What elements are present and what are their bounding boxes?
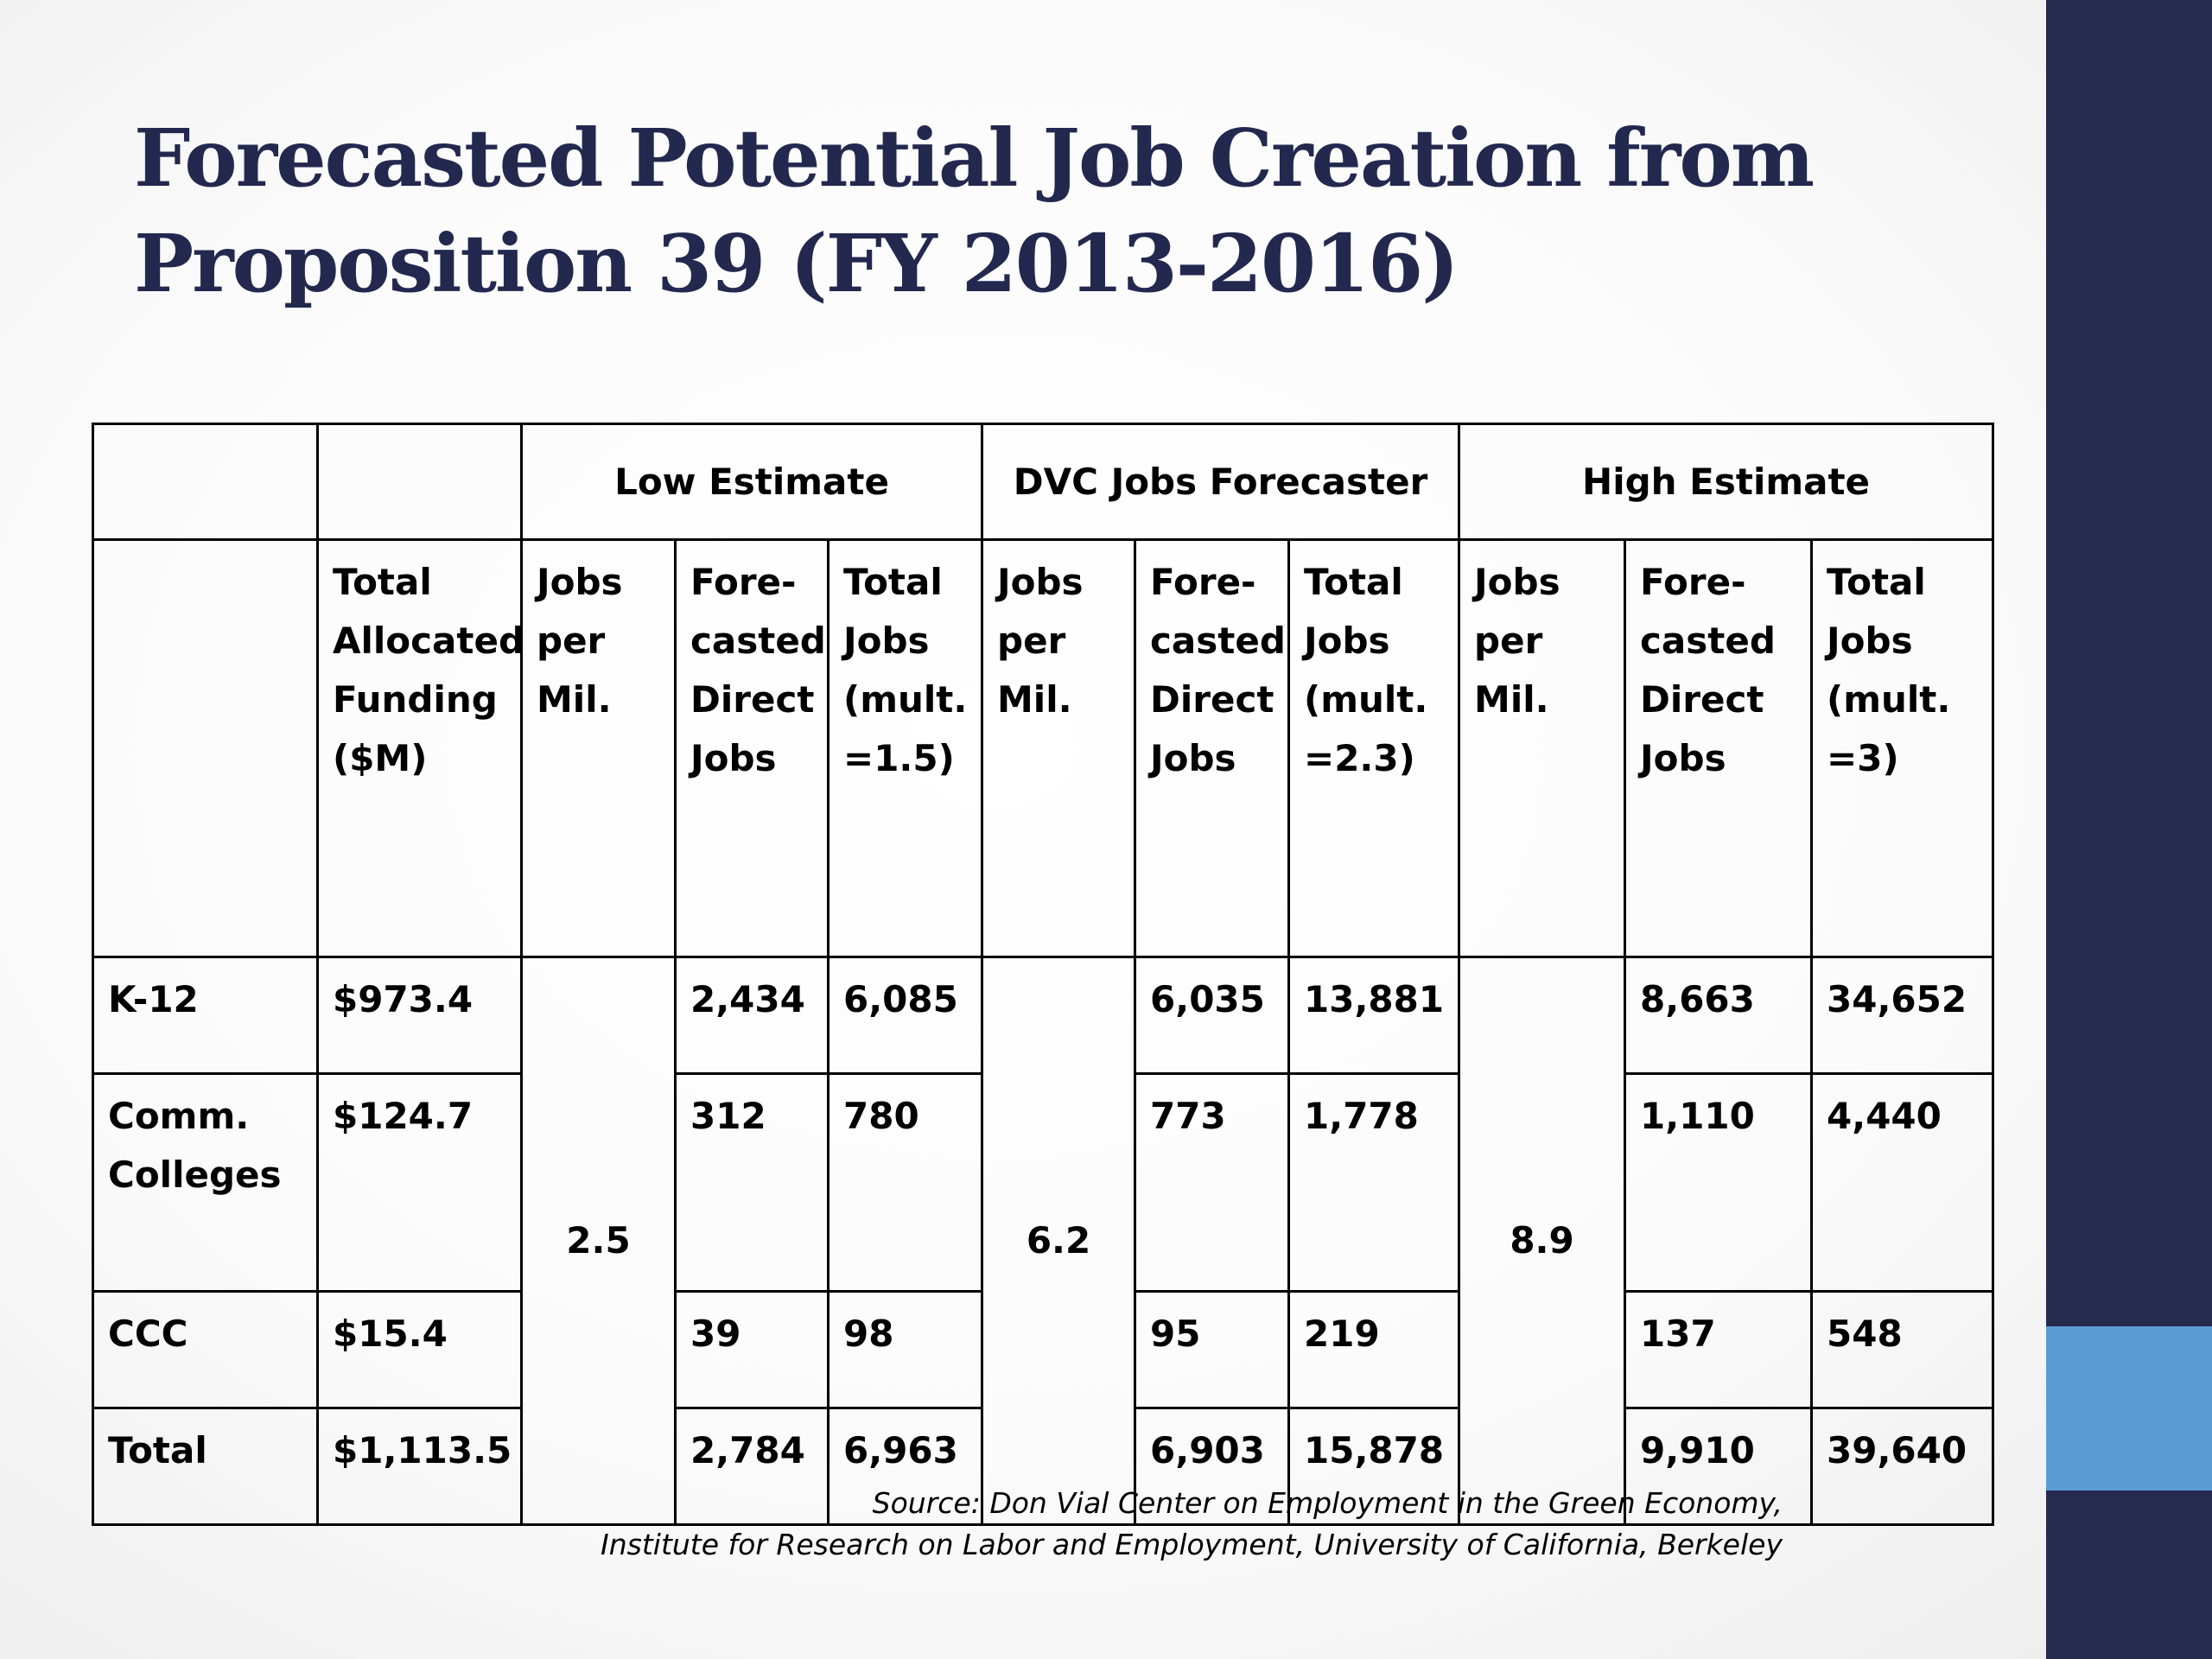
low-direct-jobs-cell: 2,434 bbox=[674, 956, 830, 1075]
dvc-direct-jobs-cell: 95 bbox=[1134, 1290, 1291, 1409]
header-low-total-jobs: Total Jobs (mult. =1.5) bbox=[826, 538, 984, 958]
funding-cell: $15.4 bbox=[316, 1290, 523, 1409]
high-jobs-per-mil-value: 8.9 bbox=[1458, 956, 1627, 1526]
row-label: K-12 bbox=[92, 956, 319, 1075]
header-low-jobs-per-mil: Jobs per Mil. bbox=[520, 538, 677, 958]
source-line-2: Institute for Research on Labor and Empl… bbox=[601, 1528, 1783, 1561]
low-total-jobs-cell: 780 bbox=[826, 1072, 984, 1293]
table-row: CCC $15.4 39 98 95 219 137 548 bbox=[92, 1290, 1995, 1409]
high-direct-jobs-cell: 8,663 bbox=[1624, 956, 1814, 1075]
low-direct-jobs-cell: 39 bbox=[674, 1290, 830, 1409]
high-direct-jobs-cell: 9,910 bbox=[1624, 1407, 1814, 1526]
source-citation: Source: Don Vial Center on Employment in… bbox=[227, 1483, 1783, 1566]
table-row: K-12 $973.4 2.5 2,434 6,085 6.2 6,035 13… bbox=[92, 956, 1995, 1526]
low-direct-jobs-cell: 2,784 bbox=[674, 1407, 830, 1526]
low-total-jobs-cell: 6,963 bbox=[826, 1407, 984, 1526]
funding-cell: $1,113.5 bbox=[316, 1407, 523, 1526]
row-label: Total bbox=[92, 1407, 319, 1526]
header-high-total-jobs: Total Jobs (mult. =3) bbox=[1810, 538, 1995, 958]
header-high-forecasted-direct-jobs: Fore-casted Direct Jobs bbox=[1624, 538, 1814, 958]
funding-cell: $973.4 bbox=[316, 956, 523, 1075]
high-total-jobs-cell: 4,440 bbox=[1810, 1072, 1995, 1293]
dvc-direct-jobs-cell: 773 bbox=[1134, 1072, 1291, 1293]
slide: Forecasted Potential Job Creation from P… bbox=[92, 105, 1995, 1566]
high-total-jobs-cell: 34,652 bbox=[1810, 956, 1995, 1075]
high-total-jobs-cell: 39,640 bbox=[1810, 1407, 1995, 1526]
slide-title-line-2: Proposition 39 (FY 2013-2016) bbox=[134, 217, 1459, 310]
header-dvc-jobs-per-mil: Jobs per Mil. bbox=[981, 538, 1137, 958]
low-total-jobs-cell: 98 bbox=[826, 1290, 984, 1409]
header-dvc-total-jobs: Total Jobs (mult. =2.3) bbox=[1287, 538, 1461, 958]
row-label: CCC bbox=[92, 1290, 319, 1409]
dvc-jobs-per-mil-value: 6.2 bbox=[981, 956, 1137, 1526]
group-high-estimate: High Estimate bbox=[1458, 423, 1995, 541]
table-row: Total $1,113.5 2,784 6,963 6,903 15,878 … bbox=[92, 1407, 1995, 1526]
table-row: Comm. Colleges $124.7 312 780 773 1,778 … bbox=[92, 1072, 1995, 1293]
source-line-1: Source: Don Vial Center on Employment in… bbox=[872, 1486, 1783, 1520]
slide-title: Forecasted Potential Job Creation from P… bbox=[134, 105, 1948, 316]
dvc-total-jobs-cell: 1,778 bbox=[1287, 1072, 1461, 1293]
group-header-row: Low Estimate DVC Jobs Forecaster High Es… bbox=[92, 423, 1995, 541]
header-dvc-forecasted-direct-jobs: Fore-casted Direct Jobs bbox=[1134, 538, 1291, 958]
group-dvc-jobs-forecaster: DVC Jobs Forecaster bbox=[981, 423, 1461, 541]
header-low-forecasted-direct-jobs: Fore-casted Direct Jobs bbox=[674, 538, 830, 958]
low-jobs-per-mil-value: 2.5 bbox=[520, 956, 677, 1526]
dvc-total-jobs-cell: 15,878 bbox=[1287, 1407, 1461, 1526]
low-total-jobs-cell: 6,085 bbox=[826, 956, 984, 1075]
dvc-total-jobs-cell: 13,881 bbox=[1287, 956, 1461, 1075]
column-header-row: Total Allocated Funding ($M) Jobs per Mi… bbox=[92, 538, 1995, 958]
high-direct-jobs-cell: 1,110 bbox=[1624, 1072, 1814, 1293]
high-direct-jobs-cell: 137 bbox=[1624, 1290, 1814, 1409]
row-label: Comm. Colleges bbox=[92, 1072, 319, 1293]
job-creation-table: Low Estimate DVC Jobs Forecaster High Es… bbox=[92, 423, 1995, 1526]
empty-corner-cell bbox=[92, 423, 319, 541]
header-total-allocated-funding: Total Allocated Funding ($M) bbox=[316, 538, 523, 958]
dvc-total-jobs-cell: 219 bbox=[1287, 1290, 1461, 1409]
funding-cell: $124.7 bbox=[316, 1072, 523, 1293]
high-total-jobs-cell: 548 bbox=[1810, 1290, 1995, 1409]
slide-title-line-1: Forecasted Potential Job Creation from bbox=[134, 111, 1815, 205]
low-direct-jobs-cell: 312 bbox=[674, 1072, 830, 1293]
header-high-jobs-per-mil: Jobs per Mil. bbox=[1458, 538, 1627, 958]
dvc-direct-jobs-cell: 6,035 bbox=[1134, 956, 1291, 1075]
dvc-direct-jobs-cell: 6,903 bbox=[1134, 1407, 1291, 1526]
empty-funding-group-cell bbox=[316, 423, 523, 541]
group-low-estimate: Low Estimate bbox=[519, 423, 984, 541]
side-accent-block bbox=[2046, 1326, 2212, 1491]
empty-label-header-cell bbox=[92, 538, 319, 958]
